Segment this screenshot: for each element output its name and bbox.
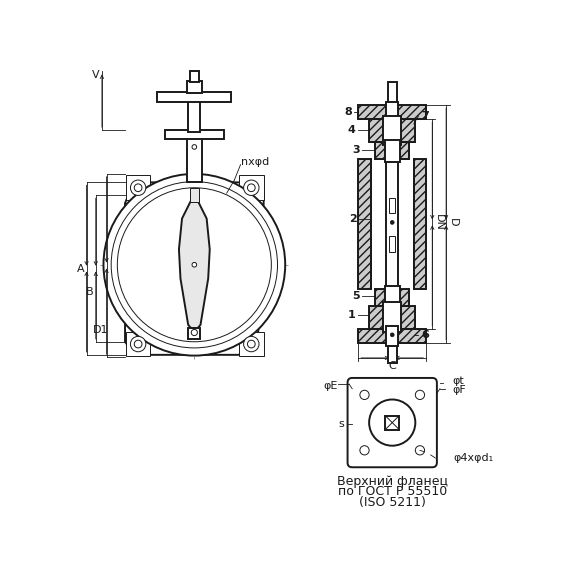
Text: (ISO 5211): (ISO 5211) (359, 496, 426, 509)
Bar (389, 198, 396, 213)
Bar (414, 159, 426, 288)
Circle shape (243, 180, 259, 196)
Text: nxφd: nxφd (241, 157, 269, 168)
FancyBboxPatch shape (348, 378, 437, 467)
Text: 8: 8 (344, 107, 352, 117)
Text: φt: φt (452, 376, 464, 386)
Bar (386, 159, 398, 288)
Text: 3: 3 (352, 145, 360, 155)
Bar (186, 133, 202, 182)
Text: φF: φF (452, 385, 466, 395)
Bar (359, 159, 371, 288)
Circle shape (117, 188, 271, 342)
Circle shape (192, 329, 197, 336)
Bar (369, 306, 416, 329)
Text: по ГОСТ Р 55510: по ГОСТ Р 55510 (337, 486, 447, 498)
Bar (385, 416, 399, 430)
Bar (386, 325, 398, 345)
Circle shape (369, 400, 416, 446)
Bar (388, 82, 397, 107)
Bar (414, 159, 426, 288)
Bar (359, 159, 371, 288)
Bar (369, 306, 416, 329)
Text: 6: 6 (421, 330, 429, 340)
Circle shape (247, 340, 255, 348)
Bar (188, 328, 201, 339)
Text: D1: D1 (93, 325, 108, 335)
Polygon shape (179, 202, 210, 330)
Circle shape (416, 390, 425, 400)
Bar (165, 130, 223, 139)
Text: φ4xφd₁: φ4xφd₁ (454, 453, 494, 463)
Bar (383, 303, 401, 332)
Bar (375, 288, 409, 306)
Bar (359, 329, 426, 343)
Polygon shape (125, 182, 264, 355)
Text: V: V (92, 70, 100, 80)
Text: B: B (86, 287, 93, 297)
Circle shape (192, 262, 197, 267)
Bar (239, 332, 264, 356)
Circle shape (104, 174, 285, 356)
Circle shape (131, 336, 146, 352)
Circle shape (135, 340, 142, 348)
Text: DN: DN (433, 214, 443, 231)
Bar (386, 102, 398, 123)
Bar (239, 176, 264, 200)
Text: φE: φE (323, 381, 338, 390)
Bar (375, 288, 409, 306)
Bar (126, 176, 150, 200)
Bar (359, 105, 426, 119)
Circle shape (131, 180, 146, 196)
Text: D: D (448, 218, 458, 227)
Text: 7: 7 (421, 111, 429, 121)
Text: Верхний фланец: Верхний фланец (337, 475, 447, 487)
Text: 5: 5 (352, 291, 360, 302)
Text: 2: 2 (349, 214, 357, 223)
Circle shape (135, 184, 142, 192)
Circle shape (111, 182, 278, 348)
Bar (385, 140, 400, 161)
Bar (157, 92, 231, 102)
Text: C: C (388, 361, 396, 370)
Circle shape (360, 390, 369, 400)
Circle shape (192, 145, 197, 149)
Bar (369, 119, 416, 142)
Bar (375, 142, 409, 159)
Bar (126, 332, 150, 356)
Bar (186, 81, 202, 93)
Bar (389, 236, 396, 252)
Circle shape (390, 333, 394, 337)
Bar (385, 286, 400, 308)
Bar (388, 341, 397, 363)
Circle shape (390, 221, 394, 225)
Text: 4: 4 (347, 125, 355, 135)
Text: A: A (76, 263, 84, 274)
Text: 1: 1 (348, 310, 355, 320)
Bar (375, 142, 409, 159)
Circle shape (247, 184, 255, 192)
Circle shape (416, 446, 425, 455)
Bar (359, 105, 426, 119)
Bar (369, 119, 416, 142)
Bar (359, 329, 426, 343)
Bar (190, 71, 199, 82)
Circle shape (243, 336, 259, 352)
Circle shape (360, 446, 369, 455)
Bar (190, 188, 199, 202)
Text: s: s (339, 419, 344, 429)
Bar (188, 99, 201, 132)
Bar (383, 116, 401, 145)
